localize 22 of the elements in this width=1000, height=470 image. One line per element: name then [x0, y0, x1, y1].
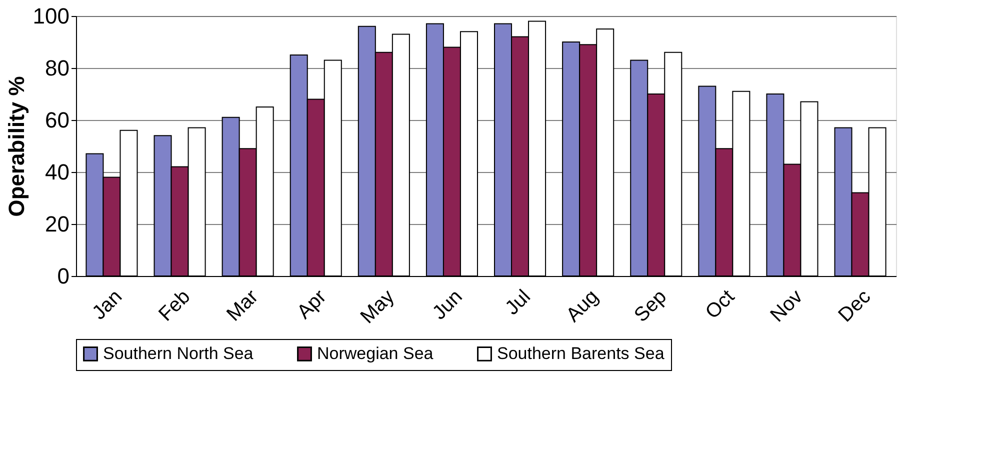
x-tick-label: Jan [88, 286, 127, 324]
x-tick-label: Jun [428, 286, 467, 324]
y-tick-label: 20 [45, 212, 70, 236]
x-tick-label: May [356, 286, 399, 328]
x-tick-label: Oct [701, 285, 740, 324]
legend-label: Southern North Sea [103, 344, 254, 363]
y-tick-label: 100 [32, 4, 70, 28]
x-tick-label: Sep [630, 286, 671, 327]
x-tick-label: Aug [562, 286, 603, 327]
y-axis-title: Operability % [4, 76, 29, 217]
legend-label: Norwegian Sea [317, 344, 434, 363]
x-tick-label: Jul [501, 286, 535, 320]
y-tick-label: 80 [45, 56, 70, 80]
y-tick-label: 60 [45, 108, 70, 132]
x-tick-label: Mar [222, 286, 263, 326]
y-tick-label: 0 [57, 264, 70, 288]
y-tick-label: 40 [45, 160, 70, 184]
x-tick-label: Dec [834, 286, 876, 327]
x-tick-label: Feb [154, 286, 195, 326]
x-tick-label: Apr [293, 286, 331, 324]
x-tick-label: Nov [766, 286, 808, 327]
legend-label: Southern Barents Sea [497, 344, 665, 363]
